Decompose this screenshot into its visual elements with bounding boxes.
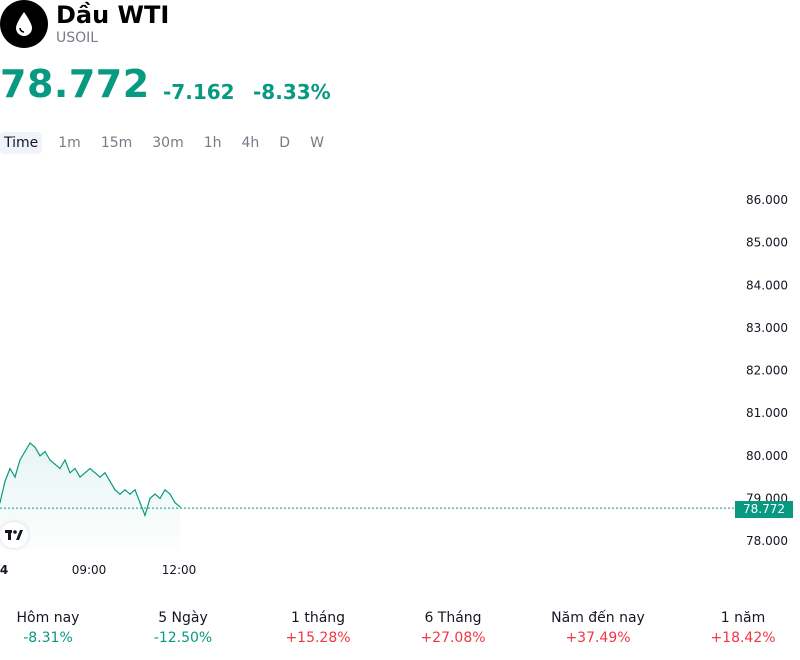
price-point	[139, 502, 141, 504]
x-axis: 4 09:00 12:00	[0, 563, 196, 577]
performance-value: -12.50%	[153, 630, 213, 646]
price-point	[119, 493, 121, 495]
y-axis: 86.000 85.000 84.000 83.000 82.000 81.000 80.0…	[746, 193, 788, 548]
price-point	[94, 472, 96, 474]
x-tick-label: 4	[0, 563, 8, 577]
price-point	[124, 489, 126, 491]
price-point	[174, 502, 176, 504]
y-tick-label: 82.000	[746, 364, 788, 378]
y-tick-label: 80.000	[746, 449, 788, 463]
performance-item[interactable]: Năm đến nay +37.49%	[538, 610, 658, 646]
performance-label: Năm đến nay	[551, 610, 645, 626]
performance-label: Hôm nay	[16, 610, 80, 626]
price-point	[0, 502, 1, 504]
ticker-symbol: USOIL	[56, 30, 99, 46]
performance-item[interactable]: 6 Tháng +27.08%	[393, 610, 513, 646]
price-point	[59, 467, 61, 470]
price-point	[39, 455, 41, 457]
price-point	[129, 493, 131, 495]
price-point	[169, 493, 171, 495]
performance-label: 5 Ngày	[158, 610, 208, 626]
price-point	[109, 480, 111, 482]
tab-30m[interactable]: 30m	[152, 135, 184, 151]
page-title: Dầu WTI	[56, 1, 170, 29]
tab-d[interactable]: D	[279, 135, 291, 151]
price-point	[84, 472, 86, 474]
price-point	[134, 489, 136, 491]
price-chart[interactable]: 86.000 85.000 84.000 83.000 82.000 81.000 80.0…	[0, 175, 800, 585]
performance-item[interactable]: 1 năm +18.42%	[683, 610, 800, 646]
price-point	[149, 497, 151, 499]
price-point	[154, 493, 156, 495]
performance-value: +15.28%	[285, 630, 351, 646]
price-point	[9, 467, 11, 470]
price-point	[159, 497, 161, 499]
tab-15m[interactable]: 15m	[100, 135, 133, 151]
price-point	[49, 459, 51, 461]
tradingview-logo-icon[interactable]	[0, 522, 28, 548]
performance-value: -8.31%	[23, 630, 73, 646]
oil-drop-icon	[0, 0, 48, 48]
price-point	[14, 476, 16, 478]
price-point	[89, 467, 91, 470]
tab-w[interactable]: W	[310, 135, 324, 151]
price-point	[19, 459, 21, 461]
price-point	[74, 467, 76, 470]
price-point	[79, 476, 81, 478]
price-point	[179, 506, 181, 508]
price-point	[44, 450, 46, 453]
y-tick-label: 83.000	[746, 321, 788, 335]
y-tick-label: 86.000	[746, 193, 788, 207]
performance-value: +37.49%	[565, 630, 631, 646]
price-point	[99, 476, 101, 478]
price-points	[0, 442, 181, 517]
tab-1h[interactable]: 1h	[203, 135, 222, 151]
price-point	[29, 442, 31, 444]
price-point	[69, 472, 71, 474]
y-tick-label: 85.000	[746, 236, 788, 250]
performance-label: 1 năm	[720, 610, 766, 626]
performance-item[interactable]: 1 tháng +15.28%	[258, 610, 378, 646]
price-point	[144, 514, 146, 517]
performance-label: 1 tháng	[290, 610, 346, 626]
tab-4h[interactable]: 4h	[241, 135, 260, 151]
tab-1m[interactable]: 1m	[58, 135, 81, 151]
price-point	[164, 489, 166, 491]
price-point	[54, 463, 56, 465]
price-change: -7.162	[163, 80, 235, 104]
price-change-percent: -8.33%	[253, 80, 331, 104]
x-tick-label: 09:00	[72, 563, 107, 577]
y-tick-label: 81.000	[746, 406, 788, 420]
price-point	[24, 450, 26, 453]
last-price-tag: 78.772	[735, 501, 793, 518]
price-point	[4, 480, 6, 482]
price-point	[34, 446, 36, 448]
price-point	[114, 489, 116, 491]
performance-item[interactable]: 5 Ngày -12.50%	[123, 610, 243, 646]
interval-tabs: Time 1m 15m 30m 1h 4h D W	[0, 132, 340, 154]
performance-label: 6 Tháng	[424, 610, 482, 626]
performance-item[interactable]: Hôm nay -8.31%	[0, 610, 108, 646]
last-price: 78.772	[0, 62, 150, 106]
y-tick-label: 78.000	[746, 534, 788, 548]
price-point	[64, 459, 66, 461]
x-tick-label: 12:00	[162, 563, 197, 577]
price-area-fill	[0, 443, 180, 550]
performance-value: +27.08%	[420, 630, 486, 646]
y-tick-label: 84.000	[746, 278, 788, 292]
tab-time[interactable]: Time	[0, 132, 43, 154]
price-point	[104, 472, 106, 474]
performance-value: +18.42%	[710, 630, 776, 646]
